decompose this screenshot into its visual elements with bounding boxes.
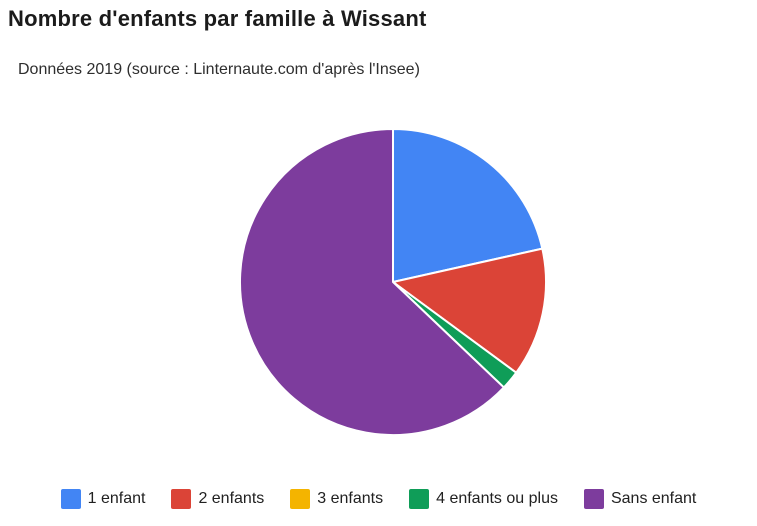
legend-swatch-sans-enfant bbox=[583, 489, 604, 509]
legend-item-sans-enfant[interactable]: Sans enfant bbox=[583, 489, 697, 509]
legend-label: 2 enfants bbox=[198, 490, 265, 507]
chart-legend: 1 enfant 2 enfants 3 enfants 4 enfants ou p… bbox=[0, 489, 757, 509]
legend-item-3-enfants[interactable]: 3 enfants bbox=[290, 489, 383, 509]
pie-slice-sans-enfant[interactable] bbox=[239, 128, 505, 436]
legend-label: 1 enfant bbox=[87, 490, 146, 507]
pie-slice-1-enfant[interactable] bbox=[392, 128, 544, 283]
chart-title: Nombre d'enfants par famille à Wissant bbox=[8, 6, 427, 31]
chart-subtitle: Données 2019 (source : Linternaute.com d… bbox=[18, 61, 420, 78]
legend-swatch-1-enfant bbox=[60, 489, 81, 509]
legend-swatch-4-enfants-ou-plus bbox=[409, 489, 430, 509]
legend-label: 3 enfants bbox=[317, 490, 384, 507]
pie-chart bbox=[239, 128, 547, 436]
legend-label: 4 enfants ou plus bbox=[436, 490, 558, 507]
legend-swatch-2-enfants bbox=[171, 489, 192, 509]
legend-label: Sans enfant bbox=[610, 490, 697, 507]
pie-slice-2-enfants[interactable] bbox=[392, 247, 547, 374]
legend-item-1-enfant[interactable]: 1 enfant bbox=[60, 489, 146, 509]
pie-chart-area bbox=[238, 127, 548, 437]
legend-swatch-3-enfants bbox=[290, 489, 311, 509]
legend-item-2-enfants[interactable]: 2 enfants bbox=[171, 489, 264, 509]
legend-item-4-enfants-ou-plus[interactable]: 4 enfants ou plus bbox=[409, 489, 558, 509]
